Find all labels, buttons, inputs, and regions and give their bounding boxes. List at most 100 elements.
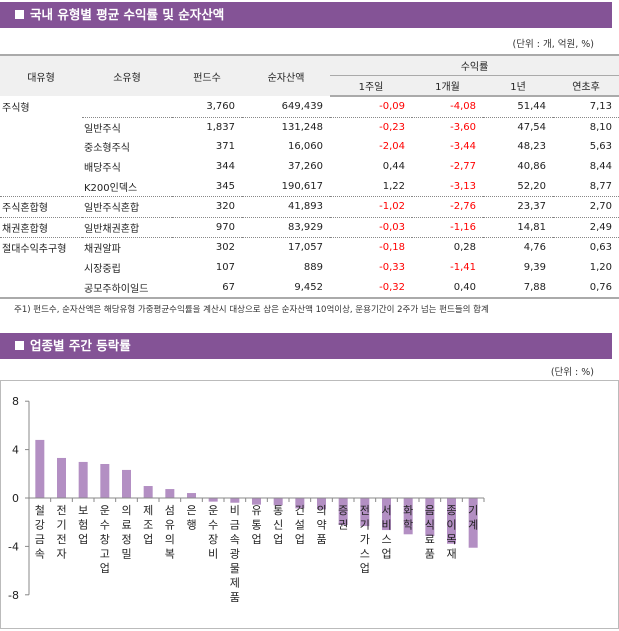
table-row: 일반주식 1,837 131,248 -0,23 -3,60 47,54 8,10 <box>0 116 619 138</box>
return-1w: -1,02 <box>330 195 412 218</box>
return-1m: 0,28 <box>412 237 483 258</box>
header-ytd: 연초후 <box>553 75 619 97</box>
return-1w: 0,44 <box>382 161 405 173</box>
return-ytd: 2,49 <box>553 216 619 238</box>
unit-label: (단위 : 개, 억원, %) <box>512 39 594 50</box>
unit-label: (단위 : %) <box>550 367 594 378</box>
header-1y: 1년 <box>483 75 553 97</box>
header-nav: 순자산액 <box>242 55 330 96</box>
y-tick-label: 8 <box>12 395 19 408</box>
table-row: 중소형주식 371 16,060 -2,04 -3,44 48,23 5,63 <box>0 137 619 157</box>
net-assets: 41,893 <box>242 195 330 218</box>
fund-count: 302 <box>172 237 242 258</box>
return-1m: -2,77 <box>450 161 476 173</box>
return-1y: 40,86 <box>517 161 546 173</box>
header-1w: 1주일 <box>330 75 412 97</box>
sector-chart: 8 4 0 -4 -8 철 강 금 속 전 기 전 자 보 험 업 운 수 창 고 업 의 료 정 밀 제 조 업 섬 유 의 복 은 행 운 수 장 비… <box>0 380 619 629</box>
return-ytd: 8,77 <box>589 180 612 192</box>
bar-종이목재 <box>447 498 456 544</box>
return-1m: -3,44 <box>450 141 476 153</box>
return-1w: -0,18 <box>330 237 412 258</box>
header-major: 대유형 <box>0 55 82 96</box>
return-1w: -0,33 <box>379 262 405 274</box>
fund-count: 970 <box>172 216 242 238</box>
bar-철강금속 <box>35 439 45 498</box>
bar-유통업 <box>252 498 261 505</box>
fund-count: 107 <box>215 262 235 274</box>
chart-svg: 8 4 0 -4 -8 철 강 금 속 전 기 전 자 보 험 업 운 수 창 고 업 의 료 정 밀 제 조 업 섬 유 의 복 은 행 운 수 장 비… <box>8 395 485 604</box>
fund-count: 344 <box>215 161 235 173</box>
minor-type: 일반주식 <box>82 116 172 138</box>
header-funds: 펀드수 <box>172 55 242 96</box>
return-1m: -2,76 <box>412 195 483 218</box>
return-1m: 0,40 <box>412 277 483 299</box>
major-type: 채권혼합형 <box>0 216 82 238</box>
bar-섬유의복 <box>165 489 175 498</box>
major-type: 주식혼합형 <box>0 195 82 218</box>
return-ytd: 0,63 <box>553 237 619 258</box>
bar-전기전자 <box>57 457 66 498</box>
return-ytd: 7,13 <box>589 101 612 113</box>
y-tick-label: 4 <box>12 444 19 457</box>
minor-type <box>82 96 172 117</box>
table-row: 절대수익추구형 채권알파 302 17,057 -0,18 0,28 4,76 0,63 <box>0 237 619 258</box>
major-type <box>0 258 82 278</box>
return-1y: 4,76 <box>483 237 553 258</box>
return-1w: 1,22 <box>382 180 405 192</box>
major-type: 주식형 <box>2 103 30 115</box>
minor-type: 시장중립 <box>84 264 121 276</box>
bar-운수창고업 <box>100 463 110 498</box>
y-tick-label: 0 <box>12 492 19 505</box>
section-title: 업종별 주간 등락률 <box>30 338 131 353</box>
return-ytd: 1,20 <box>589 262 612 274</box>
major-type <box>0 176 82 196</box>
header-1m: 1개월 <box>412 75 483 97</box>
bar-보험업 <box>78 461 88 498</box>
bar-통신업 <box>273 498 283 506</box>
bar-제조업 <box>143 486 153 498</box>
fund-count: 3,760 <box>206 100 235 112</box>
bar-증권 <box>338 498 348 525</box>
table-row: 시장중립 107 889 -0,33 -1,41 9,39 1,20 <box>0 258 619 278</box>
table-row: 주식형 3,760 649,439 -0,09 -4,08 51,44 7,13 <box>0 96 619 117</box>
return-1m: -1,16 <box>412 216 483 238</box>
return-1y: 9,39 <box>523 262 546 274</box>
return-ytd: 5,63 <box>589 141 612 153</box>
major-type <box>0 277 82 299</box>
y-tick-label: -8 <box>8 589 19 602</box>
net-assets: 83,929 <box>242 216 330 238</box>
bar-의약품 <box>317 498 326 510</box>
major-type <box>0 137 82 157</box>
return-1w: -0,32 <box>330 277 412 299</box>
net-assets: 9,452 <box>242 277 330 299</box>
return-1w: -0,23 <box>330 116 412 138</box>
net-assets: 889 <box>303 262 323 274</box>
return-1y: 47,54 <box>483 116 553 138</box>
section-header-fund-returns: 국내 유형별 평균 수익률 및 순자산액 <box>0 2 612 28</box>
section-title: 국내 유형별 평균 수익률 및 순자산액 <box>30 7 225 22</box>
minor-type: 일반채권혼합 <box>82 216 172 238</box>
table-row: 주식혼합형 일반주식혼합 320 41,893 -1,02 -2,76 23,37 2,70 <box>0 195 619 218</box>
minor-type: K200인덱스 <box>84 182 138 194</box>
minor-type: 중소형주식 <box>84 143 130 155</box>
fund-count: 1,837 <box>172 116 242 138</box>
return-ytd: 0,76 <box>553 277 619 299</box>
fund-returns-table: 대유형 소유형 펀드수 순자산액 수익률 1주일 1개월 1년 연초후 주식형 3,760 649… <box>0 54 619 299</box>
fund-count: 320 <box>172 195 242 218</box>
minor-type: 일반주식혼합 <box>82 195 172 218</box>
major-type: 절대수익추구형 <box>0 237 82 258</box>
